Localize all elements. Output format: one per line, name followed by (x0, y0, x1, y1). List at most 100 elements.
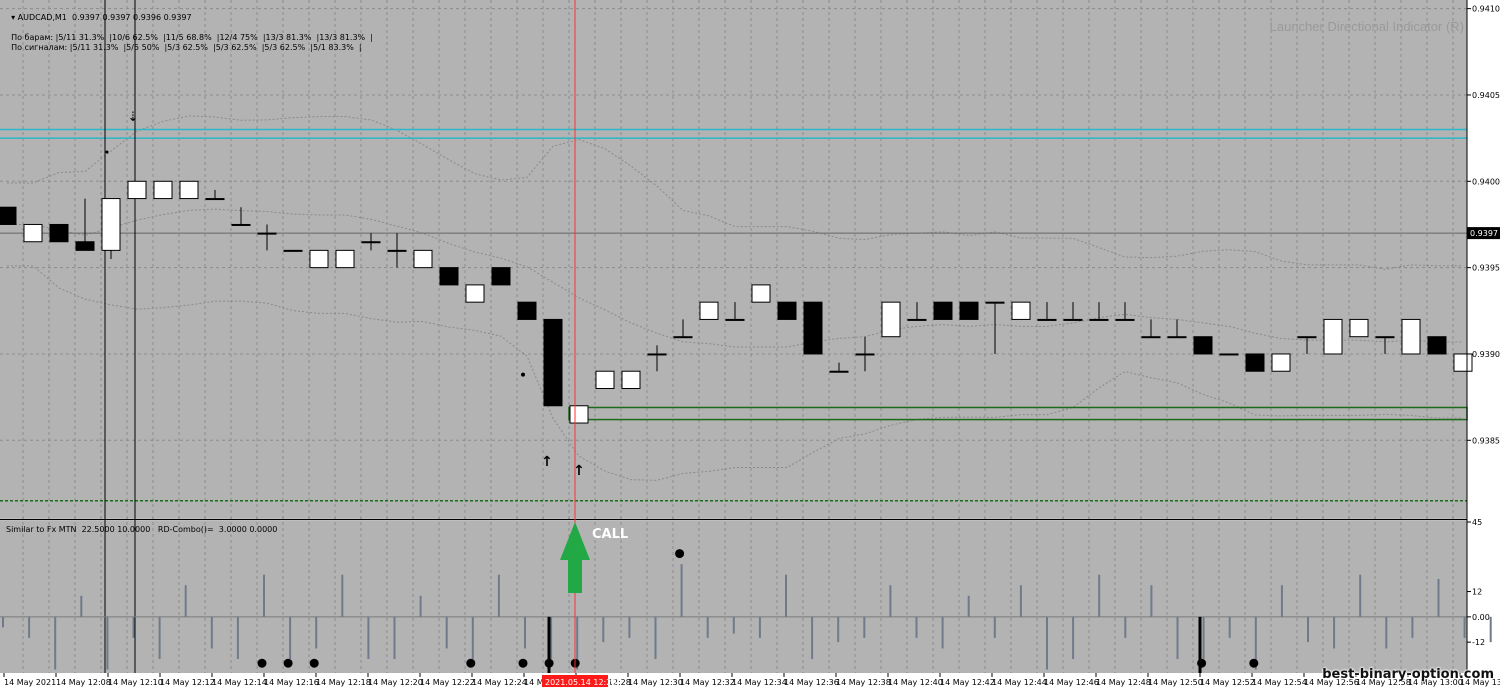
candle-body (283, 249, 303, 252)
candle-body (1063, 318, 1083, 321)
candle-body (387, 249, 407, 252)
time-label: 14 May 13:00 (1408, 678, 1463, 687)
call-label: CALL (592, 527, 629, 542)
candle-body (1089, 318, 1109, 321)
time-label: 14 May 12:46 (1044, 678, 1099, 687)
brand-watermark: best-binary-option.com (1322, 667, 1494, 682)
time-label: 14 May 12:56 (1304, 678, 1359, 687)
time-label: 14 May 12:12 (160, 678, 215, 687)
symbol-line: AUDCAD,M1 0.9397 0.9397 0.9396 0.9397 (17, 13, 192, 22)
candle-body (361, 241, 381, 244)
time-label: 14 May 12:20 (368, 678, 423, 687)
indicator-label: Similar to Fx MTN 22.5000 10.0000 RD-Com… (6, 525, 278, 534)
indicator-dot (283, 658, 293, 668)
candle-body (1245, 353, 1265, 372)
up-arrow-icon: ↑ (541, 454, 553, 470)
candle-body (205, 198, 225, 201)
candle-body (491, 267, 511, 286)
candle-body (309, 249, 329, 269)
time-label: 14 May 2021 (4, 678, 56, 687)
indicator-dot (518, 658, 528, 668)
time-label: 14 May 12:44 (992, 678, 1047, 687)
candle-body (1323, 318, 1343, 355)
candle-body (413, 249, 433, 269)
candle-body (75, 241, 95, 251)
candle-body (829, 370, 849, 373)
candle-body (179, 180, 199, 200)
indicator-tick-label: -12 (1472, 638, 1485, 647)
candle-body (231, 223, 251, 226)
time-label: 14 May 12:18 (316, 678, 371, 687)
indicator-dot (309, 658, 319, 668)
indicator-tick-label: 12 (1472, 588, 1482, 597)
candle-body (153, 180, 173, 200)
price-axis: 0.9410 0.9405 0.9400 0.9395 0.9390 0.9385 0.93… (1467, 5, 1500, 445)
call-arrow-icon (560, 522, 590, 593)
band-upper (7, 115, 1463, 270)
candle-body (1219, 353, 1239, 356)
candle-body (1011, 301, 1031, 320)
candle-body (1037, 318, 1057, 321)
candle-body (465, 284, 485, 303)
time-label: 14 May 12:58 (1356, 678, 1411, 687)
signal-dot (521, 372, 525, 377)
candle-body (1167, 336, 1187, 339)
main-pane-bg (0, 0, 1467, 518)
time-label: 14 May 12:38 (836, 678, 891, 687)
markers: ↑ ↑ ⇣ (105, 110, 585, 479)
candle-body (257, 232, 277, 235)
candle-body (725, 318, 745, 321)
candle-body (0, 206, 17, 225)
time-label: 14 May 12:42 (940, 678, 995, 687)
time-label: 14 May 12:52 (1200, 678, 1255, 687)
stats-bars-values: |5/11 31.3% |10/6 62.5% |11/5 68.8% |12/… (55, 33, 373, 42)
candle-body (881, 301, 901, 338)
time-highlight-box (542, 675, 608, 687)
candle-body (751, 284, 771, 303)
symbol-info: ▾ AUDCAD,M1 0.9397 0.9397 0.9396 0.9397 (6, 3, 192, 23)
candle-body (439, 267, 459, 286)
candle-body (777, 301, 797, 320)
time-label: 14 May 12:10 (108, 678, 163, 687)
time-label: 14 May 12:14 (212, 678, 267, 687)
candle-body (959, 301, 979, 320)
time-label: 14 May 12:24 (472, 678, 527, 687)
candle-body (595, 370, 615, 390)
time-label: 14 May 12:50 (1148, 678, 1203, 687)
bollinger-bands (7, 115, 1463, 481)
candlesticks (0, 180, 1473, 424)
candle-body (1401, 318, 1421, 355)
time-label: 14 May 12:48 (1096, 678, 1151, 687)
collapse-triangle-icon[interactable]: ▾ (11, 13, 18, 22)
candle-body (803, 301, 823, 355)
indicator-tick-label: 45 (1472, 518, 1482, 527)
candle-body (1375, 336, 1395, 339)
candle-body (1453, 353, 1473, 372)
candle-body (1349, 318, 1369, 338)
time-label: 14 May 12:54 (1252, 678, 1307, 687)
price-tick-label: 0.9400 (1472, 177, 1500, 186)
time-highlight-label: 2021.05.14 12:28 (545, 678, 616, 687)
indicator-tick-label: 0.00 (1472, 613, 1490, 622)
candle-body (1141, 336, 1161, 339)
current-price-label: 0.9397 (1470, 229, 1498, 238)
indicator-dot (1197, 658, 1207, 668)
price-tick-label: 0.9395 (1472, 264, 1500, 273)
time-label: 14 May 12:08 (56, 678, 111, 687)
candle-body (855, 353, 875, 356)
candle-body (517, 301, 537, 320)
price-tick-label: 0.9405 (1472, 91, 1500, 100)
candle-body (699, 301, 719, 320)
up-arrow-icon: ↑ (573, 463, 585, 479)
stats-bars-label: По барам: (11, 33, 54, 42)
time-axis-bg (0, 673, 1500, 690)
price-tick-label: 0.9390 (1472, 350, 1500, 359)
candle-body (1271, 353, 1291, 372)
stats-signals-label: По сигналам: (11, 43, 68, 52)
indicator-dot (675, 549, 685, 559)
candle-body (933, 301, 953, 320)
candle-body (1115, 318, 1135, 321)
stats-signals-values: |5/11 31.3% |5/5 50% |5/3 62.5% |5/3 62.… (69, 43, 362, 52)
